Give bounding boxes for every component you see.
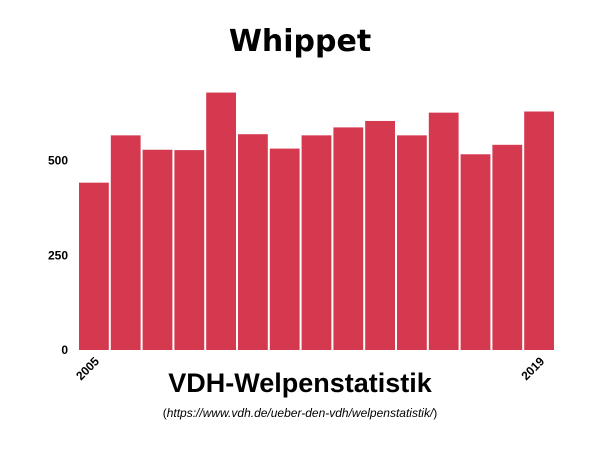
source-url-line: (https://www.vdh.de/ueber-den-vdh/welpen… (0, 406, 600, 420)
bar-2011 (269, 148, 300, 350)
source-name: VDH-Welpenstatistik (168, 368, 432, 398)
source-url[interactable]: https://www.vdh.de/ueber-den-vdh/welpens… (166, 406, 434, 420)
y-tick-label: 250 (48, 248, 68, 262)
bar-2016 (428, 112, 459, 350)
bar-2006 (110, 135, 141, 350)
chart-title: Whippet (228, 24, 372, 59)
bar-2015 (397, 135, 427, 350)
bar-2013 (333, 127, 364, 351)
bar-2019 (524, 111, 554, 350)
bar-2007 (142, 149, 173, 350)
bar-2010 (238, 134, 268, 350)
bars-group (79, 92, 554, 351)
bar-2018 (492, 144, 523, 350)
y-tick-label: 500 (48, 154, 68, 168)
bar-2012 (301, 135, 332, 350)
source-open-paren: ( (162, 406, 167, 420)
source-close-paren: ) (433, 406, 438, 420)
bar-2014 (365, 120, 395, 351)
bar-2008 (174, 150, 205, 350)
y-tick-label: 0 (61, 343, 68, 357)
bar-2009 (206, 92, 236, 350)
y-axis-ticks: 0 250 500 (48, 154, 68, 357)
bar-2017 (460, 154, 491, 350)
bar-2005 (79, 182, 109, 350)
